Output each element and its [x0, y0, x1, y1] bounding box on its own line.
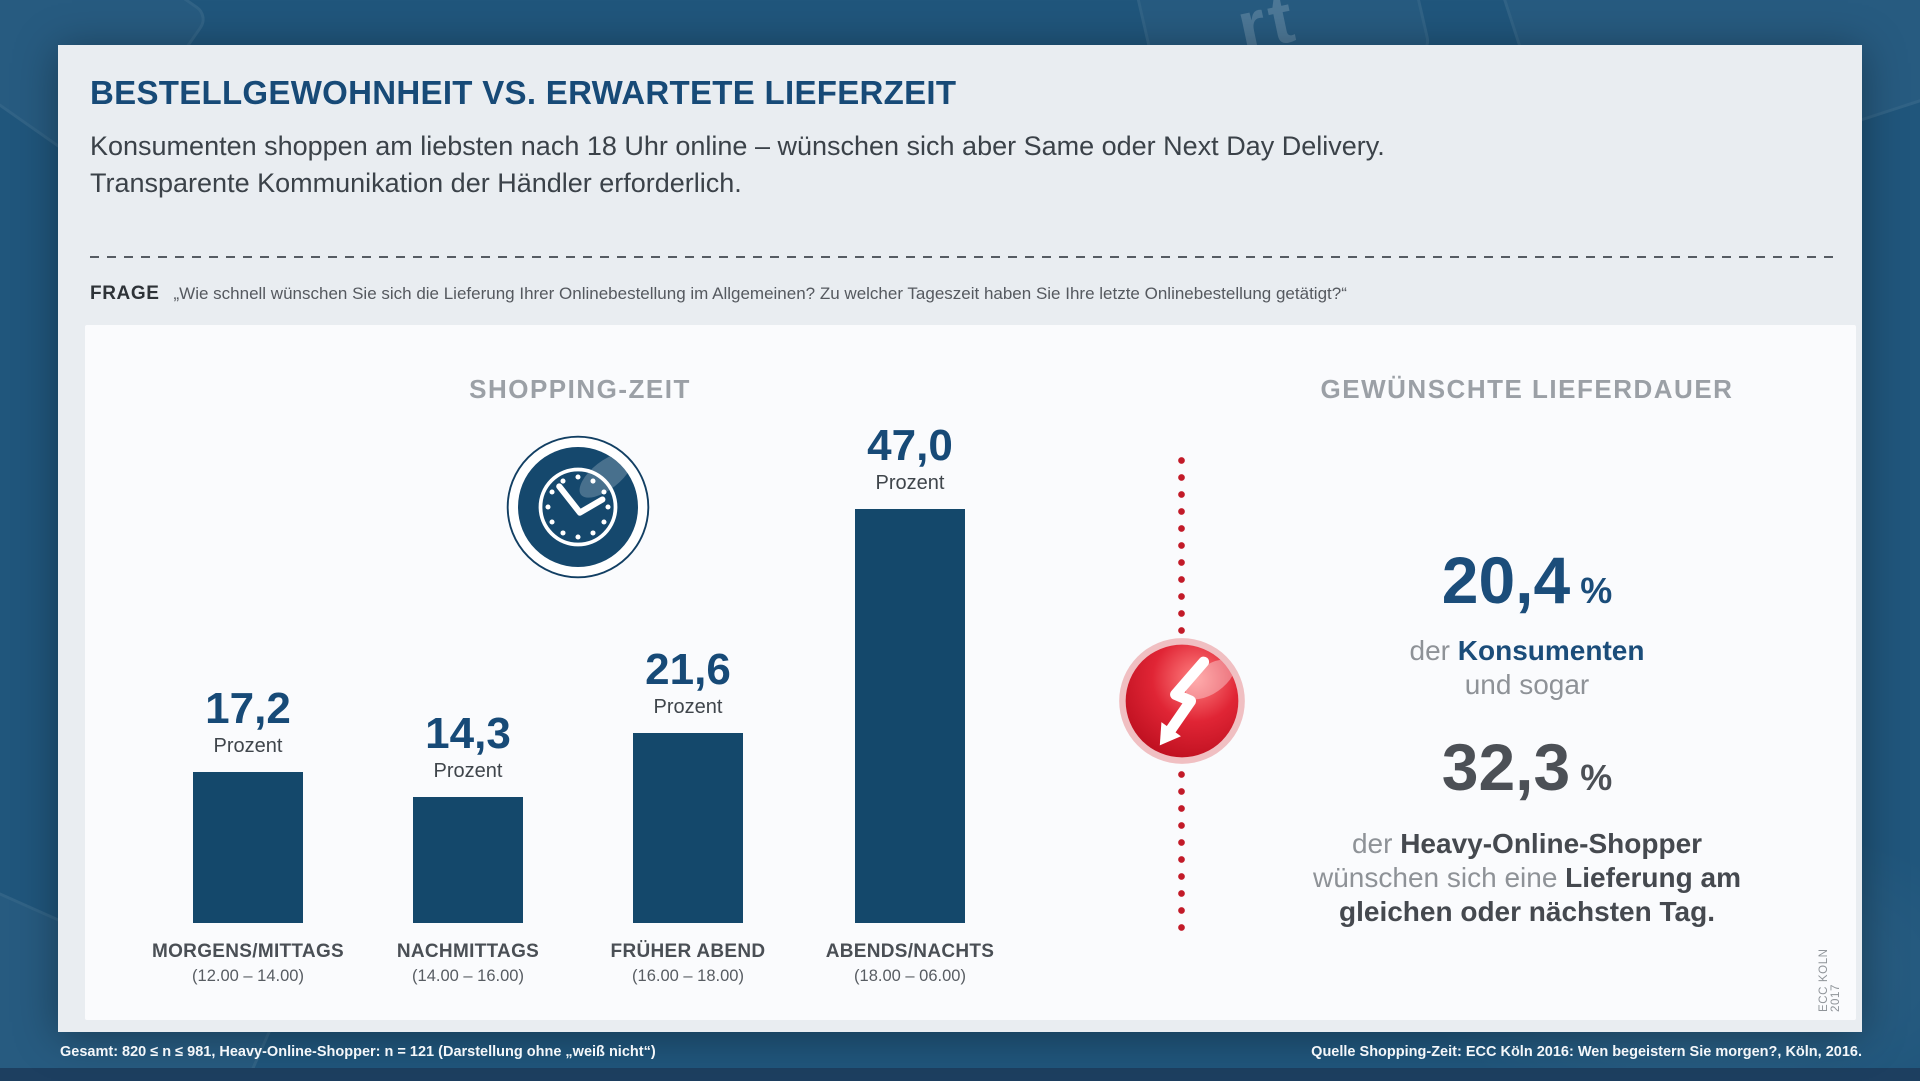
caption-subject: Konsumenten — [1457, 635, 1645, 666]
percent-sign: % — [1580, 570, 1613, 611]
percent-sign: % — [1580, 757, 1613, 798]
stat-connector: und sogar — [1464, 669, 1590, 700]
stat-heavy-line2: wünschen sich eine Lieferung am — [1240, 861, 1814, 895]
footer: Gesamt: 820 ≤ n ≤ 981, Heavy-Online-Shop… — [60, 1044, 1862, 1060]
stat-number: 32,3 — [1441, 730, 1571, 804]
caption-subject: Heavy-Online-Shopper — [1400, 828, 1703, 859]
subtitle: Konsumenten shoppen am liebsten nach 18 … — [90, 128, 1385, 202]
dashed-divider — [90, 256, 1834, 258]
stat-number: 20,4 — [1441, 543, 1571, 617]
footer-source-note: Quelle Shopping-Zeit: ECC Köln 2016: Wen… — [1311, 1044, 1862, 1060]
page-title: BESTELLGEWOHNHEIT VS. ERWARTETE LIEFERZE… — [90, 74, 957, 111]
caption-normal: wünschen sich eine — [1313, 862, 1558, 893]
question-label: FRAGE — [90, 283, 160, 304]
stat-consumers-value: 20,4% — [1240, 545, 1814, 626]
section-title-shopping-zeit: SHOPPING-ZEIT — [469, 374, 691, 404]
question-text: „Wie schnell wünschen Sie sich die Liefe… — [173, 284, 1347, 303]
stat-heavy-value: 32,3% — [1240, 732, 1814, 813]
subtitle-line-2: Transparente Kommunikation der Händler e… — [90, 168, 742, 198]
clock-icon — [503, 432, 653, 582]
section-title-lieferdauer: GEWÜNSCHTE LIEFERDAUER — [1320, 374, 1734, 404]
caption-bold: gleichen oder nächsten Tag. — [1338, 896, 1715, 927]
subtitle-line-1: Konsumenten shoppen am liebsten nach 18 … — [90, 131, 1385, 161]
caption-prefix: der — [1351, 828, 1393, 859]
footer-sample-note: Gesamt: 820 ≤ n ≤ 981, Heavy-Online-Shop… — [60, 1044, 656, 1060]
dotted-divider-bottom — [1178, 766, 1185, 940]
caption-prefix: der — [1409, 635, 1450, 666]
delivery-stats-block: 20,4% der Konsumenten und sogar 32,3% de… — [1240, 545, 1814, 929]
caption-bold: Lieferung am — [1565, 862, 1741, 893]
lightning-icon — [1117, 636, 1247, 766]
question-row: FRAGE „Wie schnell wünschen Sie sich die… — [90, 283, 1347, 305]
stat-consumers-caption: der Konsumenten — [1240, 634, 1814, 668]
bottom-edge-strip — [0, 1068, 1920, 1081]
stat-heavy-line3: gleichen oder nächsten Tag. — [1240, 895, 1814, 929]
chart-panel — [85, 325, 1856, 1020]
dotted-divider-top — [1178, 452, 1185, 640]
stat-heavy-caption: der Heavy-Online-Shopper — [1240, 827, 1814, 861]
vertical-credit: ECC KÖLN 2017 — [1818, 948, 1842, 1012]
